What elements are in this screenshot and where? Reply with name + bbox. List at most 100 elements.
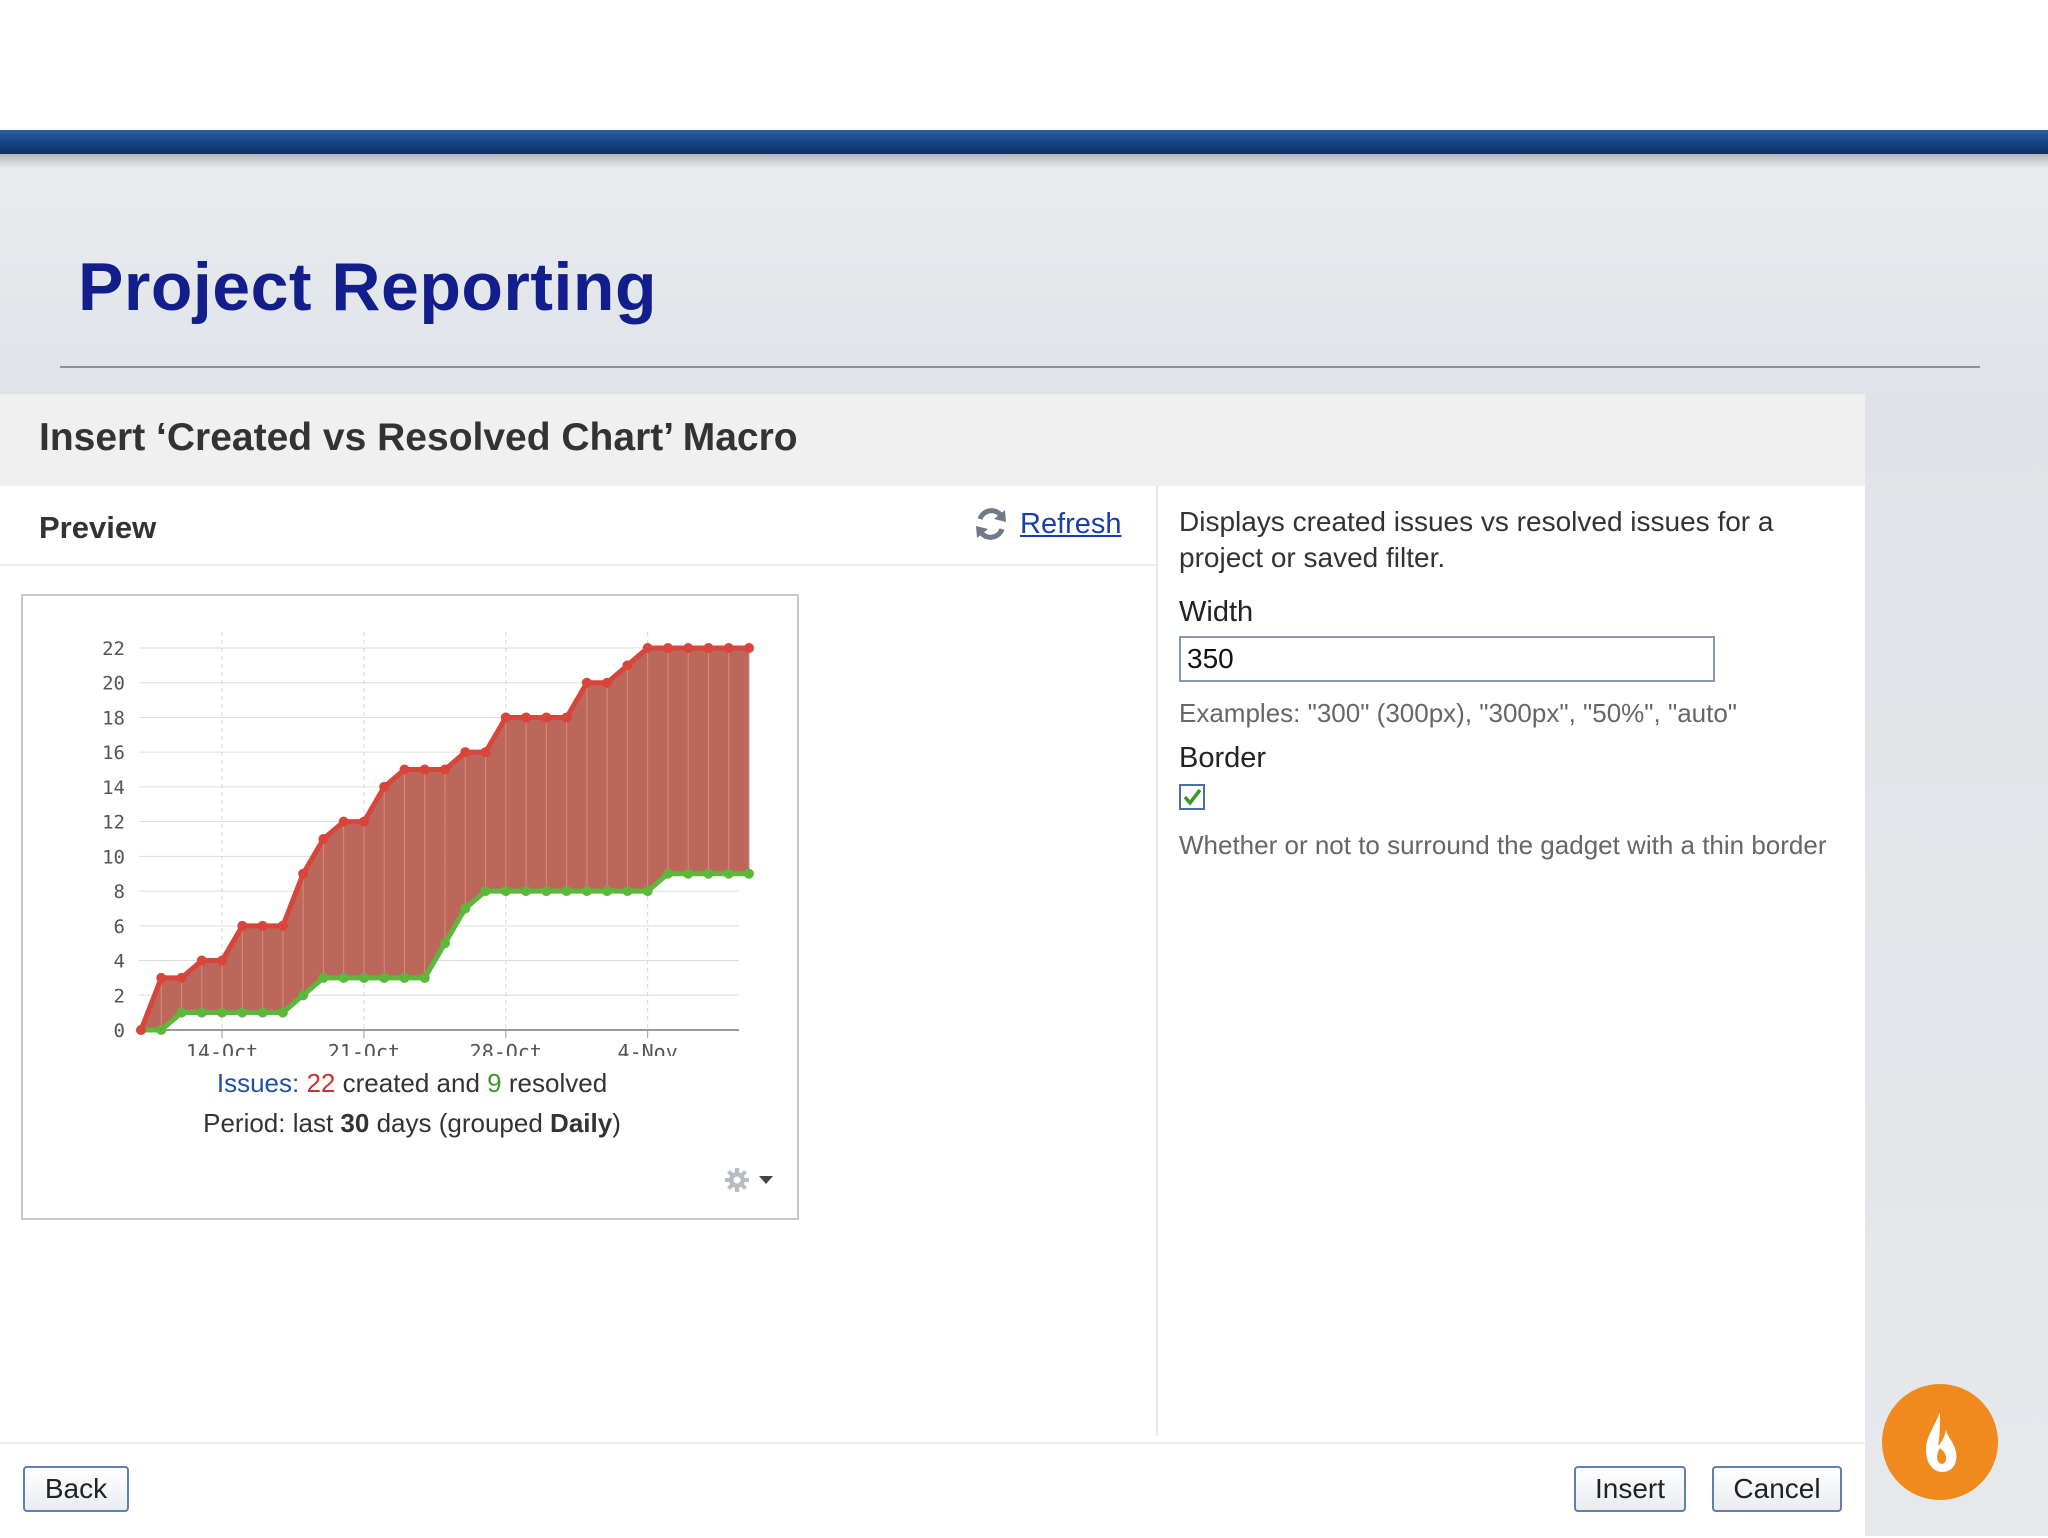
chevron-down-icon[interactable]	[757, 1174, 775, 1186]
created-point	[358, 816, 369, 827]
preview-label: Preview	[39, 510, 157, 545]
created-count: 22	[306, 1068, 336, 1098]
resolved-count: 9	[487, 1068, 502, 1098]
options-pane: Displays created issues vs resolved issu…	[1158, 486, 1865, 1436]
gadget-menu[interactable]	[723, 1166, 775, 1194]
created-point	[521, 712, 532, 723]
created-point	[602, 677, 613, 688]
border-checkbox[interactable]	[1179, 784, 1205, 810]
resolved-text: resolved	[508, 1068, 608, 1098]
dialog-header: Insert ‘Created vs Resolved Chart’ Macro	[0, 394, 1865, 486]
flame-shape	[1926, 1412, 1957, 1472]
cancel-button[interactable]: Cancel	[1712, 1466, 1842, 1512]
created-point	[541, 712, 552, 723]
created-point	[581, 677, 592, 688]
created-point	[217, 955, 228, 966]
y-tick-label: 12	[102, 812, 125, 834]
issues-summary: Issues: 22 created and 9 resolved	[23, 1068, 801, 1099]
created-point	[136, 1025, 146, 1035]
created-point	[723, 643, 734, 653]
chart-gadget: 0 2 4 6 8 10 12 14 16 18 20 22 14-Oct 21-Oct 28-Oct 4-N…	[21, 594, 799, 1220]
y-tick-label: 0	[114, 1020, 125, 1042]
y-tick-label: 8	[114, 881, 125, 903]
period-mid: days (grouped	[376, 1108, 543, 1138]
preview-header: Preview Refresh	[0, 486, 1156, 566]
y-tick-label: 22	[102, 638, 125, 660]
resolved-point	[318, 972, 329, 983]
slide-top-bar	[0, 130, 2048, 154]
created-point	[257, 920, 268, 931]
resolved-point	[460, 903, 471, 914]
created-point	[399, 764, 410, 775]
created-point	[480, 747, 491, 758]
created-vs-resolved-chart: 0 2 4 6 8 10 12 14 16 18 20 22 14-Oct 21-Oct 28-Oct 4-N…	[102, 632, 754, 1056]
created-point	[460, 747, 471, 758]
created-point	[642, 643, 653, 653]
resolved-point	[237, 1007, 248, 1018]
y-tick-label: 16	[102, 742, 125, 764]
created-point	[176, 972, 187, 983]
resolved-point	[338, 972, 349, 983]
width-input[interactable]	[1179, 636, 1715, 682]
x-tick-label: 21-Oct	[328, 1040, 400, 1056]
created-point	[196, 955, 207, 966]
resolved-point	[744, 868, 754, 879]
x-tick-label: 28-Oct	[470, 1040, 542, 1056]
resolved-point	[277, 1007, 288, 1018]
resolved-point	[217, 1007, 228, 1018]
resolved-point	[440, 938, 450, 949]
created-point	[298, 868, 309, 879]
resolved-point	[176, 1007, 187, 1018]
resolved-point	[358, 972, 369, 983]
resolved-point	[662, 868, 673, 879]
x-tick-label: 4-Nov	[618, 1040, 678, 1056]
created-point	[622, 660, 633, 671]
resolved-point	[703, 868, 714, 879]
issues-label[interactable]: Issues:	[216, 1068, 300, 1098]
slide-title: Project Reporting	[78, 249, 657, 325]
created-point	[338, 816, 349, 827]
resolved-point	[419, 972, 430, 983]
flame-logo-icon	[1882, 1384, 1998, 1500]
slide-top-bar-shadow	[0, 154, 2048, 168]
width-hint: Examples: "300" (300px), "300px", "50%",…	[1179, 698, 1738, 728]
resolved-point	[480, 886, 491, 897]
resolved-point	[521, 886, 532, 897]
created-point	[561, 712, 572, 723]
y-tick-label: 2	[114, 985, 125, 1007]
created-point	[379, 781, 390, 792]
created-point	[683, 643, 694, 653]
resolved-point	[156, 1025, 167, 1035]
resolved-point	[642, 886, 653, 897]
created-point	[744, 643, 754, 653]
resolved-point	[541, 886, 552, 897]
refresh-label[interactable]: Refresh	[1020, 507, 1122, 540]
resolved-point	[298, 990, 309, 1001]
title-divider	[60, 366, 1980, 368]
period-group: Daily	[550, 1108, 613, 1138]
border-label: Border	[1179, 742, 1267, 774]
insert-button[interactable]: Insert	[1574, 1466, 1686, 1512]
resolved-point	[622, 886, 633, 897]
y-tick-label: 10	[102, 846, 125, 868]
period-summary: Period: last 30 days (grouped Daily)	[23, 1108, 801, 1139]
gear-icon[interactable]	[723, 1166, 751, 1194]
period-prefix: Period: last	[203, 1108, 334, 1138]
resolved-point	[683, 868, 694, 879]
resolved-point	[500, 886, 511, 897]
created-point	[440, 764, 450, 775]
back-button[interactable]: Back	[23, 1466, 129, 1512]
refresh-icon[interactable]	[972, 505, 1010, 543]
check-icon	[1183, 788, 1202, 806]
created-point	[156, 972, 167, 983]
created-point	[318, 834, 329, 844]
created-point	[419, 764, 430, 775]
dialog-footer: Back Insert Cancel	[0, 1442, 1865, 1538]
width-label: Width	[1179, 596, 1254, 628]
resolved-point	[723, 868, 734, 879]
refresh-link[interactable]: Refresh	[972, 504, 1122, 544]
y-tick-label: 18	[102, 707, 125, 729]
y-tick-label: 20	[102, 673, 125, 695]
resolved-point	[257, 1007, 268, 1018]
border-hint: Whether or not to surround the gadget wi…	[1179, 830, 1827, 860]
